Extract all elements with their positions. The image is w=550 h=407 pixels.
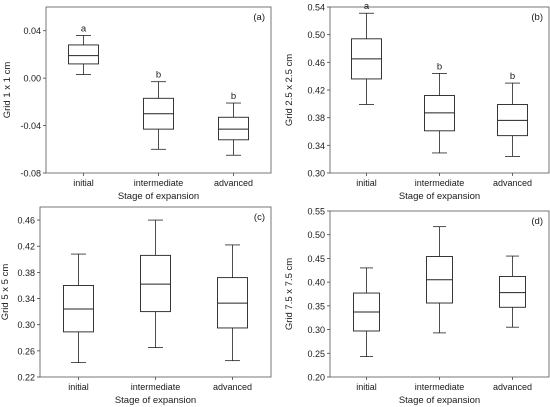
iqr-box xyxy=(140,254,171,313)
box-intermediate: b xyxy=(424,61,455,154)
y-tick-label: 0.30 xyxy=(17,320,35,330)
y-tick-label: 0.54 xyxy=(307,3,325,13)
box-intermediate: b xyxy=(143,70,174,150)
x-tick-label: intermediate xyxy=(415,178,465,188)
y-tick-label: 0.34 xyxy=(17,294,35,304)
y-tick-label: 0.50 xyxy=(307,230,325,240)
panel-a: -0.08 -0.04 0.00 0.04 initial intermediate adv… xyxy=(2,6,272,202)
x-tick-label: intermediate xyxy=(415,382,465,392)
y-tick-label: -0.08 xyxy=(20,169,41,179)
y-tick-label: 0.45 xyxy=(307,254,325,264)
significance-letter: a xyxy=(81,23,87,34)
iqr-box xyxy=(499,276,526,308)
y-tick-label: 0.35 xyxy=(307,301,325,311)
y-tick-label: 0.30 xyxy=(307,325,325,335)
box-initial xyxy=(353,267,380,358)
y-tick-label: 0.25 xyxy=(307,349,325,359)
x-tick-label: advanced xyxy=(213,382,252,392)
y-tick-label: 0.42 xyxy=(307,86,325,96)
x-tick-label: initial xyxy=(68,382,89,392)
panel-label: (d) xyxy=(531,216,543,227)
y-tick-label: 0.50 xyxy=(307,30,325,40)
x-tick-label: advanced xyxy=(493,178,532,188)
y-tick-label: 0.38 xyxy=(17,268,35,278)
panel-d: 0.20 0.25 0.30 0.35 0.40 0.45 0.50 0.55 initial i… xyxy=(284,207,550,406)
panel-label: (a) xyxy=(253,12,265,23)
x-axis-title: Stage of expansion xyxy=(115,395,196,406)
x-axis-title: Stage of expansion xyxy=(399,395,480,406)
box-advanced xyxy=(499,255,526,328)
y-tick-label: 0.30 xyxy=(307,169,325,179)
y-tick-label: -0.04 xyxy=(20,121,41,131)
x-tick-label: initial xyxy=(356,178,377,188)
y-tick-label: 0.42 xyxy=(17,242,35,252)
x-tick-label: initial xyxy=(356,382,377,392)
x-axis-title: Stage of expansion xyxy=(118,191,199,202)
y-tick-label: 0.26 xyxy=(17,346,35,356)
box-intermediate xyxy=(140,219,171,348)
panel-label: (b) xyxy=(531,12,543,23)
y-tick-label: 0.40 xyxy=(307,278,325,288)
x-tick-label: initial xyxy=(73,178,94,188)
y-tick-label: 0.22 xyxy=(17,373,35,383)
y-tick-label: 0.00 xyxy=(23,74,41,84)
significance-letter: a xyxy=(364,1,370,12)
y-axis-title: Grid 1 x 1 cm xyxy=(2,62,13,119)
significance-letter: b xyxy=(231,91,236,102)
x-tick-label: advanced xyxy=(493,382,532,392)
y-tick-label: 0.04 xyxy=(23,26,41,36)
box-initial xyxy=(63,253,94,364)
y-tick-label: 0.46 xyxy=(307,58,325,68)
box-advanced: b xyxy=(218,91,249,156)
x-tick-label: intermediate xyxy=(134,178,184,188)
y-tick-label: 0.38 xyxy=(307,113,325,123)
y-axis-title: Grid 7.5 x 7.5 cm xyxy=(284,258,295,330)
panel-label: (c) xyxy=(254,212,265,223)
significance-letter: b xyxy=(437,61,442,72)
x-tick-label: advanced xyxy=(214,178,253,188)
box-initial: a xyxy=(351,1,382,105)
y-tick-label: 0.34 xyxy=(307,141,325,151)
y-tick-label: 0.20 xyxy=(307,373,325,383)
y-tick-label: 0.46 xyxy=(17,216,35,226)
y-tick-label: 0.55 xyxy=(307,207,325,217)
y-axis-title: Grid 2.5 x 2.5 cm xyxy=(284,54,295,126)
panel-b: 0.30 0.34 0.38 0.42 0.46 0.50 0.54 initial inter… xyxy=(284,1,550,202)
iqr-box xyxy=(68,44,99,65)
box-advanced xyxy=(217,244,248,362)
box-advanced: b xyxy=(497,71,528,157)
iqr-box xyxy=(218,116,249,141)
box-initial: a xyxy=(68,23,99,75)
y-axis-title: Grid 5 x 5 cm xyxy=(0,264,11,321)
significance-letter: b xyxy=(156,70,161,81)
x-axis-title: Stage of expansion xyxy=(399,191,480,202)
box-intermediate xyxy=(426,226,453,334)
x-tick-label: intermediate xyxy=(131,382,181,392)
significance-letter: b xyxy=(510,71,515,82)
panel-c: 0.22 0.26 0.30 0.34 0.38 0.42 0.46 initial inter… xyxy=(0,206,272,406)
